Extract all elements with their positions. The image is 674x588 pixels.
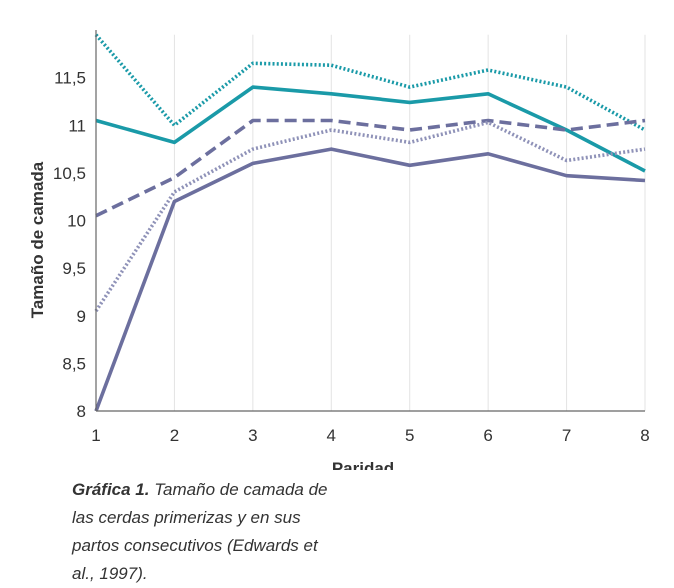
y-tick-label: 11	[68, 116, 86, 135]
x-tick-label: 3	[248, 426, 257, 445]
y-tick-label: 9,5	[62, 259, 86, 278]
series-line-3	[95, 118, 646, 218]
y-tick-label: 10,5	[53, 164, 86, 183]
x-axis-title: Paridad	[332, 459, 394, 470]
y-tick-label: 10	[67, 212, 86, 231]
gridlines	[173, 34, 646, 411]
x-tick-labels: 1 2 3 4 5 6 7 8	[91, 426, 649, 445]
series-line-2	[95, 85, 646, 173]
series-line-5	[94, 147, 646, 412]
caption-label: Gráfica 1.	[72, 480, 150, 499]
x-tick-label: 6	[483, 426, 492, 445]
series-lines	[94, 33, 646, 412]
x-tick-label: 1	[91, 426, 100, 445]
x-tick-label: 7	[562, 426, 571, 445]
x-tick-label: 4	[327, 426, 336, 445]
y-tick-label: 9	[77, 307, 86, 326]
x-tick-label: 5	[405, 426, 414, 445]
series-line-4	[94, 120, 646, 312]
y-axis-title: Tamaño de camada	[28, 161, 47, 318]
y-tick-label: 8,5	[62, 354, 86, 373]
caption-text: Tamaño de camada de las cerdas primeriza…	[72, 480, 328, 583]
x-tick-label: 8	[640, 426, 649, 445]
axes	[95, 30, 645, 412]
y-tick-label: 8	[77, 402, 86, 421]
y-tick-labels: 8 8,5 9 9,5 10 10,5 11 11,5	[53, 69, 86, 421]
figure-caption: Gráfica 1. Tamaño de camada de las cerda…	[72, 476, 332, 588]
series-line-1	[94, 33, 646, 132]
y-tick-label: 11,5	[54, 69, 86, 88]
line-chart: 8 8,5 9 9,5 10 10,5 11 11,5 1 2 3 4 5 6 7 8 Paridad Ta…	[28, 30, 650, 470]
x-tick-label: 2	[170, 426, 179, 445]
